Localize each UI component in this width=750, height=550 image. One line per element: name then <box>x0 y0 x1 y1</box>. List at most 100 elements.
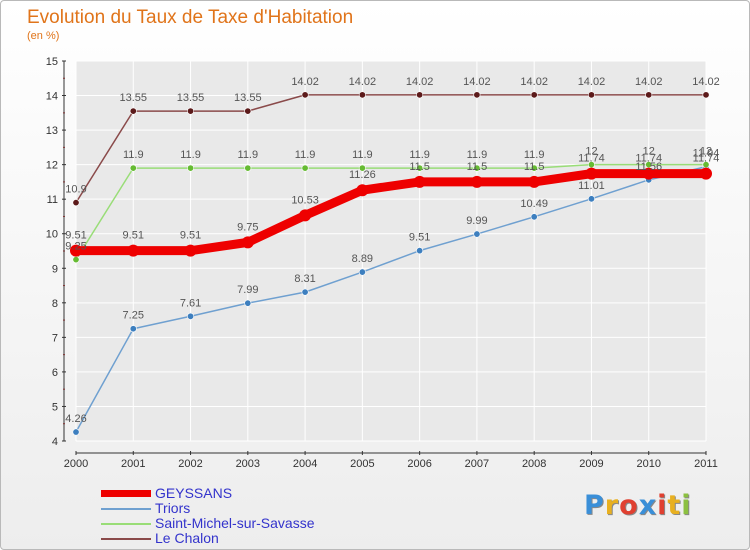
y-tick-label: 14 <box>46 91 58 103</box>
data-point-saint-michel-sur-savasse <box>416 164 424 172</box>
x-tick-label: 2007 <box>465 458 489 470</box>
data-point-triors <box>530 213 538 221</box>
data-label-saint-michel-sur-savasse: 12 <box>585 146 597 158</box>
x-tick-label: 2011 <box>694 458 718 470</box>
x-tick-label: 2003 <box>236 458 260 470</box>
data-label-triors: 9.99 <box>466 215 487 227</box>
data-label-triors: 7.61 <box>180 297 201 309</box>
data-label-le-chalon: 14.02 <box>692 76 720 88</box>
y-tick-label: 12 <box>46 160 58 172</box>
data-label-saint-michel-sur-savasse: 11.9 <box>524 149 545 161</box>
series-line-triors <box>75 165 707 433</box>
data-point-triors <box>244 299 252 307</box>
data-point-triors <box>587 195 595 203</box>
x-tick-label: 2006 <box>407 458 431 470</box>
data-point-geyssans <box>528 175 541 188</box>
data-label-le-chalon: 13.55 <box>234 92 262 104</box>
data-label-geyssans: 11.5 <box>467 161 488 173</box>
data-point-saint-michel-sur-savasse <box>530 164 538 172</box>
data-label-saint-michel-sur-savasse: 12 <box>700 146 712 158</box>
series-line-le-chalon <box>75 94 707 204</box>
data-label-geyssans: 11.74 <box>578 153 605 165</box>
data-label-le-chalon: 14.02 <box>406 76 434 88</box>
data-point-saint-michel-sur-savasse <box>244 164 252 172</box>
data-label-geyssans: 11.74 <box>693 153 720 165</box>
data-label-le-chalon: 14.02 <box>520 76 548 88</box>
data-label-saint-michel-sur-savasse: 11.9 <box>238 149 259 161</box>
data-point-le-chalon <box>244 107 252 115</box>
data-label-saint-michel-sur-savasse: 11.9 <box>409 149 430 161</box>
data-label-saint-michel-sur-savasse: 11.9 <box>123 149 144 161</box>
data-label-le-chalon: 14.02 <box>349 76 377 88</box>
data-point-geyssans <box>70 244 82 257</box>
data-label-saint-michel-sur-savasse: 9.25 <box>65 241 86 253</box>
data-point-le-chalon <box>473 91 481 99</box>
data-label-saint-michel-sur-savasse: 11.9 <box>295 149 316 161</box>
data-label-le-chalon: 14.02 <box>463 76 491 88</box>
data-label-triors: 8.89 <box>352 253 373 265</box>
data-label-saint-michel-sur-savasse: 11.9 <box>180 149 201 161</box>
data-point-geyssans <box>127 244 140 257</box>
data-point-saint-michel-sur-savasse <box>358 164 366 172</box>
data-label-geyssans: 9.51 <box>65 230 86 242</box>
data-label-le-chalon: 14.02 <box>635 76 663 88</box>
data-point-le-chalon <box>301 91 309 99</box>
x-tick-label: 2009 <box>579 458 603 470</box>
data-point-saint-michel-sur-savasse <box>301 164 309 172</box>
x-tick-label: 2004 <box>293 458 317 470</box>
y-tick-label: 15 <box>46 56 58 68</box>
data-label-geyssans: 10.53 <box>291 194 319 206</box>
x-tick-label: 2005 <box>350 458 374 470</box>
data-point-geyssans <box>413 175 426 188</box>
data-label-triors: 8.31 <box>294 273 315 285</box>
data-label-saint-michel-sur-savasse: 11.9 <box>467 149 488 161</box>
data-label-triors: 4.26 <box>65 413 86 425</box>
data-point-le-chalon <box>702 91 710 99</box>
data-point-saint-michel-sur-savasse <box>473 164 481 172</box>
y-tick-label: 7 <box>52 332 58 344</box>
data-label-geyssans: 9.51 <box>123 230 144 242</box>
data-point-geyssans <box>241 236 254 249</box>
data-point-le-chalon <box>645 91 653 99</box>
data-point-saint-michel-sur-savasse <box>129 164 137 172</box>
legend-label: Le Chalon <box>155 530 219 546</box>
data-point-geyssans <box>470 175 483 188</box>
data-label-triors: 11.94 <box>693 148 720 160</box>
data-point-le-chalon <box>187 107 195 115</box>
data-label-geyssans: 9.51 <box>180 230 201 242</box>
x-tick-label: 2002 <box>178 458 202 470</box>
data-point-triors <box>72 428 80 436</box>
legend-label: Triors <box>155 500 191 516</box>
data-point-triors <box>416 247 424 255</box>
legend-label: GEYSSANS <box>155 485 233 501</box>
data-point-triors <box>129 325 137 333</box>
data-label-geyssans: 11.74 <box>635 153 662 165</box>
y-tick-label: 4 <box>52 436 58 448</box>
data-point-le-chalon <box>416 91 424 99</box>
data-point-geyssans <box>299 209 312 222</box>
x-tick-label: 2000 <box>64 458 88 470</box>
data-label-triors: 9.51 <box>409 232 430 244</box>
data-point-le-chalon <box>72 199 80 207</box>
proxiti-logo: Proxiti <box>584 490 692 521</box>
data-point-le-chalon <box>358 91 366 99</box>
data-point-geyssans <box>642 167 655 180</box>
x-tick-label: 2001 <box>121 458 145 470</box>
data-point-geyssans <box>700 167 712 180</box>
data-point-triors <box>358 268 366 276</box>
data-label-saint-michel-sur-savasse: 11.9 <box>352 149 373 161</box>
data-point-triors <box>187 312 195 320</box>
data-point-le-chalon <box>587 91 595 99</box>
data-point-saint-michel-sur-savasse <box>72 256 80 264</box>
y-tick-label: 9 <box>52 263 58 275</box>
data-label-geyssans: 11.26 <box>349 169 376 181</box>
data-label-geyssans: 11.5 <box>524 161 545 173</box>
series-line-geyssans <box>71 169 711 256</box>
data-point-saint-michel-sur-savasse <box>187 164 195 172</box>
legend-label: Saint-Michel-sur-Savasse <box>155 515 315 531</box>
data-label-triors: 11.01 <box>578 180 605 192</box>
chart-title: Evolution du Taux de Taxe d'Habitation <box>27 7 354 28</box>
data-label-triors: 7.25 <box>123 310 144 322</box>
